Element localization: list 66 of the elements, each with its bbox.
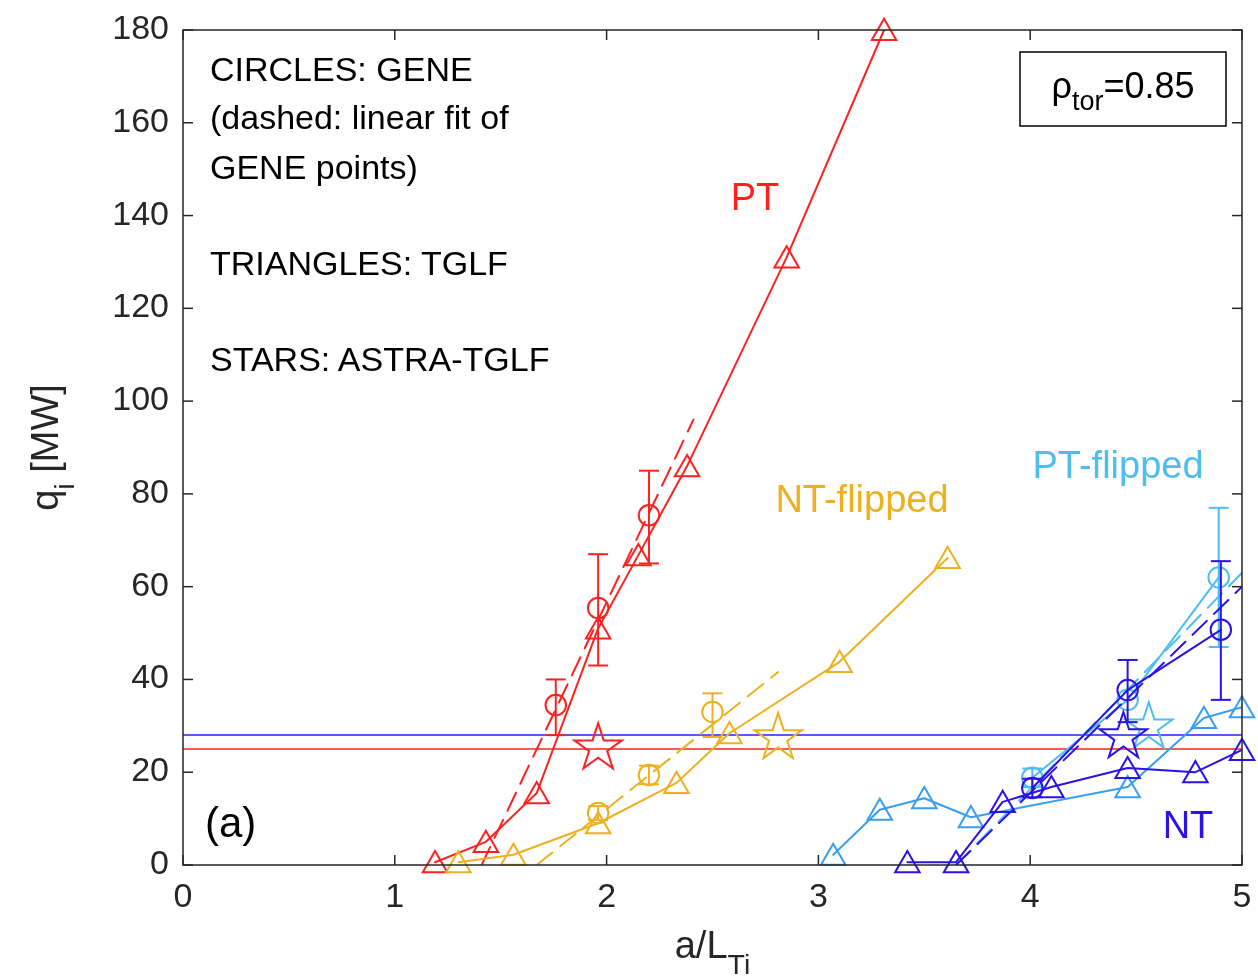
annotation: STARS: ASTRA-TGLF: [210, 339, 550, 378]
x-tick-label: 4: [1020, 876, 1040, 914]
point: [866, 797, 894, 821]
point: [989, 789, 1016, 813]
point: [1228, 737, 1256, 762]
y-tick-label: 40: [131, 657, 169, 696]
point: [1209, 618, 1233, 642]
y-tick-label: 80: [131, 471, 169, 510]
point: [586, 596, 610, 620]
y-tick-label: 140: [112, 193, 169, 232]
point: [523, 780, 550, 805]
series-label: NT-flipped: [775, 478, 949, 521]
series-label: NT: [1162, 804, 1214, 847]
point: [1114, 774, 1141, 799]
point: [573, 722, 623, 770]
y-tick-label: 160: [112, 100, 169, 139]
point: [1228, 695, 1256, 719]
point: [826, 649, 853, 673]
annotation: (dashed: linear fit of: [210, 97, 510, 136]
annotation: CIRCLES: GENE: [210, 49, 473, 88]
y-tick-label: 60: [131, 564, 169, 603]
point: [1182, 760, 1209, 784]
point: [1116, 688, 1139, 712]
point: [472, 829, 500, 853]
point: [957, 805, 985, 829]
point: [894, 850, 921, 874]
x-tick-label: 2: [597, 876, 617, 914]
point: [1124, 701, 1174, 749]
series-label: PT: [730, 176, 780, 219]
point: [1098, 711, 1149, 759]
text: PT-flipped: [1032, 444, 1204, 487]
annotation: (a): [205, 799, 257, 847]
point: [1190, 705, 1218, 730]
point: [1207, 566, 1230, 589]
point: [1116, 678, 1139, 702]
point: [544, 693, 568, 717]
y-tick-label: 20: [131, 750, 169, 789]
point: [870, 17, 898, 42]
x-tick-label: 0: [173, 876, 193, 914]
point: [773, 245, 800, 269]
annotation: GENE points): [210, 147, 418, 186]
point: [421, 850, 449, 874]
point: [445, 850, 472, 874]
y-tick-label: 120: [112, 286, 169, 325]
y-tick-label: 100: [112, 379, 169, 418]
point: [934, 545, 961, 569]
y-tick-label: 0: [150, 842, 169, 881]
x-tick-label: 5: [1232, 876, 1252, 914]
point: [663, 770, 690, 794]
point: [637, 504, 661, 527]
point: [1038, 774, 1065, 799]
point: [625, 542, 652, 567]
x-tick-label: 3: [808, 876, 828, 914]
x-axis-title: a/L$_{Ti}$: [674, 924, 751, 980]
point: [1114, 755, 1141, 780]
point: [584, 811, 612, 835]
y-tick-label: 180: [112, 7, 169, 46]
annotation: TRIANGLES: TGLF: [210, 243, 508, 282]
point: [584, 616, 612, 640]
point: [701, 700, 724, 724]
point: [911, 786, 938, 810]
point: [753, 711, 803, 760]
x-tick-label: 1: [385, 876, 405, 914]
annotation: ρ$_{tor}$=0.85: [1051, 64, 1195, 117]
point: [673, 453, 701, 478]
point: [716, 721, 743, 745]
